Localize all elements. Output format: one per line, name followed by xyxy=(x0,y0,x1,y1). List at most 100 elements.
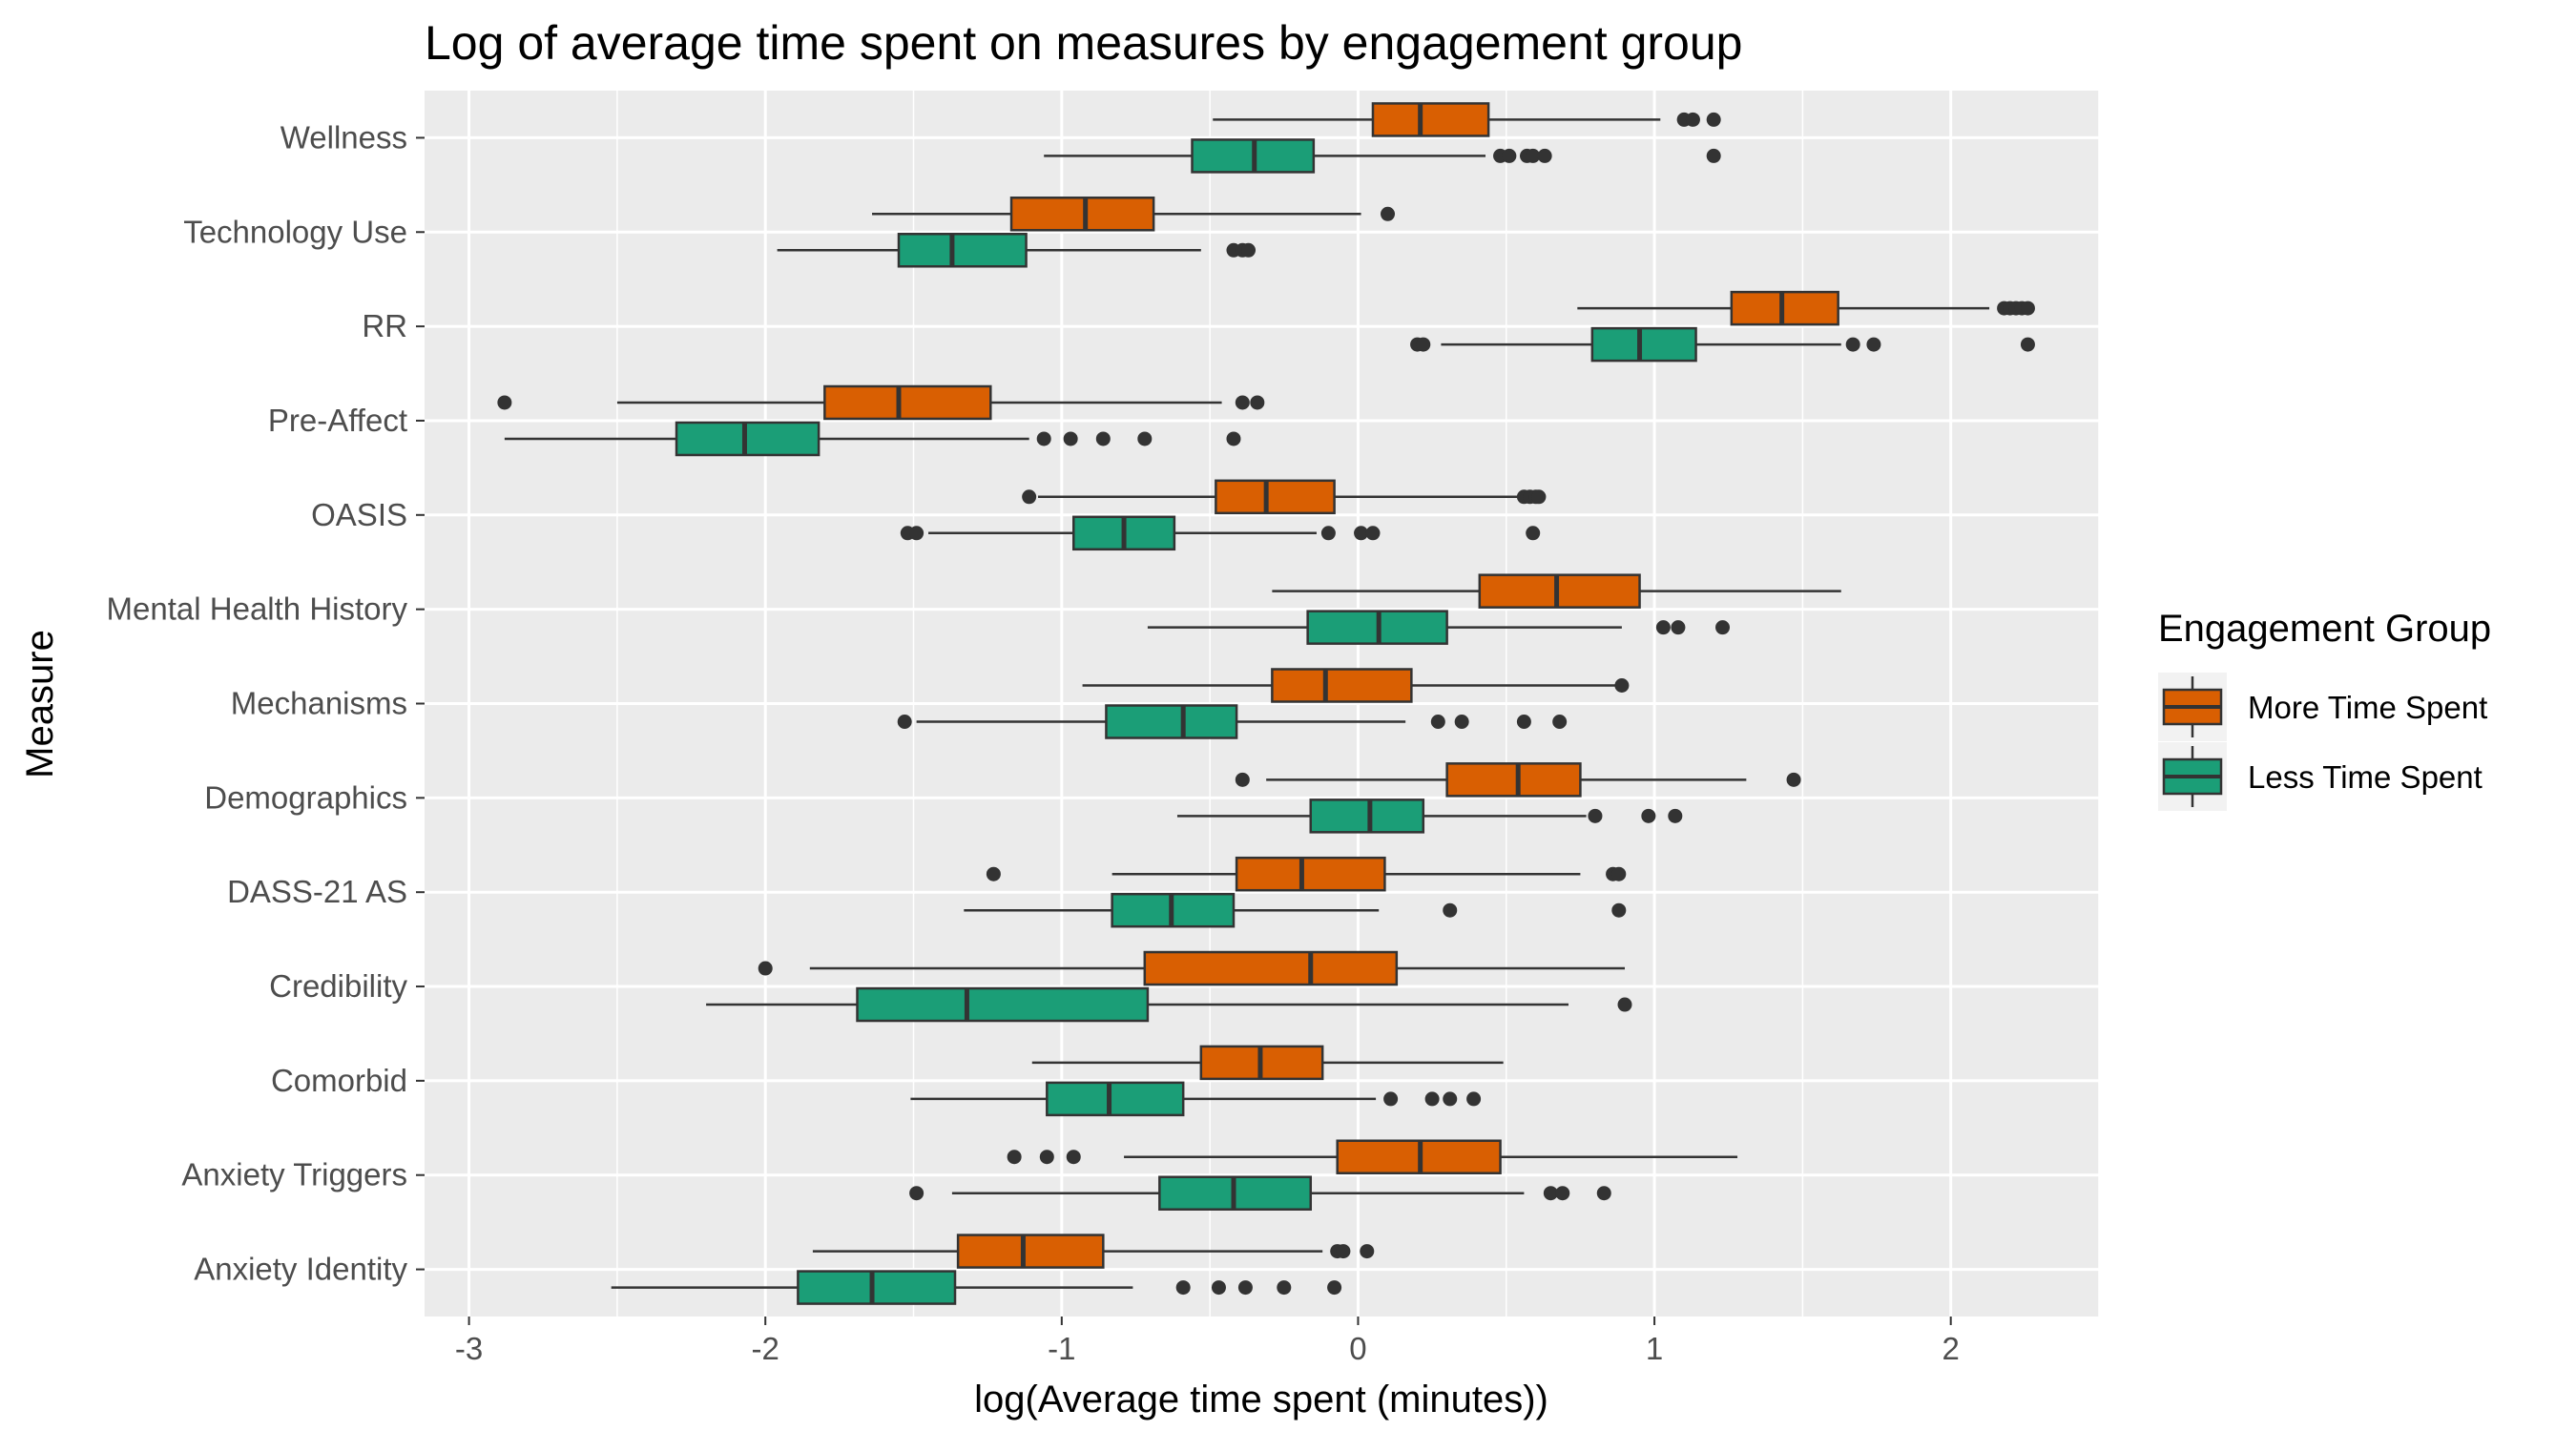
box-group xyxy=(1410,326,2035,363)
x-tick-label: 0 xyxy=(1349,1331,1366,1366)
box-group xyxy=(872,197,1396,232)
box-group xyxy=(1044,138,1721,174)
box xyxy=(1309,798,1425,834)
x-tick-label: -2 xyxy=(752,1331,779,1366)
outlier-point xyxy=(1466,1091,1482,1107)
box-group xyxy=(1031,1045,1504,1081)
box-group xyxy=(909,1175,1611,1211)
outlier-point xyxy=(758,961,773,976)
legend-title: Engagement Group xyxy=(2158,608,2491,650)
x-axis-title: log(Average time spent (minutes)) xyxy=(974,1379,1548,1421)
box xyxy=(1046,1081,1185,1117)
outlier-point xyxy=(1671,620,1686,635)
outlier-point xyxy=(1715,620,1731,635)
box-group xyxy=(910,1081,1482,1117)
y-axis-title: Measure xyxy=(19,630,61,778)
outlier-point xyxy=(1066,1150,1081,1165)
box-group xyxy=(812,1234,1375,1269)
outlier-point xyxy=(1526,526,1541,541)
box-group xyxy=(1022,479,1547,515)
legend-label: More Time Spent xyxy=(2248,690,2487,725)
box xyxy=(1371,102,1490,137)
outlier-point xyxy=(1655,620,1671,635)
outlier-point xyxy=(1241,242,1257,258)
outlier-point xyxy=(1277,1280,1292,1296)
outlier-point xyxy=(1137,431,1153,446)
y-tick-label: Anxiety Triggers xyxy=(181,1157,407,1192)
x-tick-label: 1 xyxy=(1646,1331,1663,1366)
box-group xyxy=(964,892,1627,928)
box xyxy=(897,233,1028,268)
x-tick-label: -1 xyxy=(1048,1331,1075,1366)
box xyxy=(1445,762,1582,798)
outlier-point xyxy=(1250,395,1265,410)
box xyxy=(1590,326,1697,363)
box xyxy=(1730,290,1839,326)
outlier-point xyxy=(1336,1244,1351,1259)
outlier-point xyxy=(1866,337,1881,352)
y-tick-label: Technology Use xyxy=(183,214,407,249)
outlier-point xyxy=(1526,148,1541,163)
y-tick-label: Mechanisms xyxy=(231,686,407,721)
outlier-point xyxy=(1416,337,1431,352)
outlier-point xyxy=(1614,678,1630,693)
box-group xyxy=(986,856,1627,892)
outlier-point xyxy=(1845,337,1860,352)
outlier-point xyxy=(1516,715,1531,729)
box-group xyxy=(497,384,1265,421)
y-tick-label: DASS-21 AS xyxy=(227,874,407,909)
legend: Engagement Group More Time Spent Less Tim… xyxy=(2158,608,2491,811)
legend-item: More Time Spent xyxy=(2158,673,2487,741)
outlier-point xyxy=(1235,772,1250,787)
outlier-point xyxy=(1327,1280,1342,1296)
outlier-point xyxy=(1588,808,1603,823)
box-group xyxy=(1213,102,1721,137)
outlier-point xyxy=(1596,1186,1611,1201)
outlier-point xyxy=(1424,1091,1440,1107)
box xyxy=(1009,197,1155,232)
y-tick-label: Pre-Affect xyxy=(268,403,407,438)
outlier-point xyxy=(1611,902,1627,918)
outlier-point xyxy=(2020,337,2035,352)
legend-item: Less Time Spent xyxy=(2158,742,2483,811)
outlier-point xyxy=(1706,148,1721,163)
outlier-point xyxy=(1365,526,1381,541)
outlier-point xyxy=(1095,431,1111,446)
box-group xyxy=(897,704,1568,739)
outlier-point xyxy=(909,526,924,541)
outlier-point xyxy=(1226,431,1241,446)
outlier-point xyxy=(1022,489,1037,505)
box xyxy=(1143,950,1399,986)
outlier-point xyxy=(1641,808,1656,823)
box xyxy=(1235,856,1386,892)
box xyxy=(797,1270,957,1305)
outlier-point xyxy=(1531,489,1547,505)
box xyxy=(823,384,992,421)
outlier-point xyxy=(1706,112,1721,127)
outlier-point xyxy=(1454,715,1469,729)
outlier-point xyxy=(1617,997,1632,1012)
outlier-point xyxy=(1360,1244,1375,1259)
outlier-point xyxy=(1381,206,1396,221)
outlier-point xyxy=(1537,148,1552,163)
outlier-point xyxy=(1211,1280,1226,1296)
y-tick-label: RR xyxy=(362,308,407,343)
outlier-point xyxy=(1036,431,1051,446)
box-group xyxy=(1272,573,1841,609)
outlier-point xyxy=(1235,395,1250,410)
outlier-point xyxy=(897,715,912,729)
box-group xyxy=(611,1270,1342,1305)
legend-label: Less Time Spent xyxy=(2248,759,2483,795)
box xyxy=(856,986,1150,1023)
outlier-point xyxy=(1430,715,1445,729)
box xyxy=(1271,668,1413,703)
outlier-point xyxy=(986,866,1001,881)
outlier-point xyxy=(1543,1186,1558,1201)
box xyxy=(1215,479,1336,515)
box-group xyxy=(706,986,1632,1023)
outlier-point xyxy=(1552,715,1568,729)
outlier-point xyxy=(909,1186,924,1201)
outlier-point xyxy=(1237,1280,1253,1296)
outlier-point xyxy=(1320,526,1336,541)
